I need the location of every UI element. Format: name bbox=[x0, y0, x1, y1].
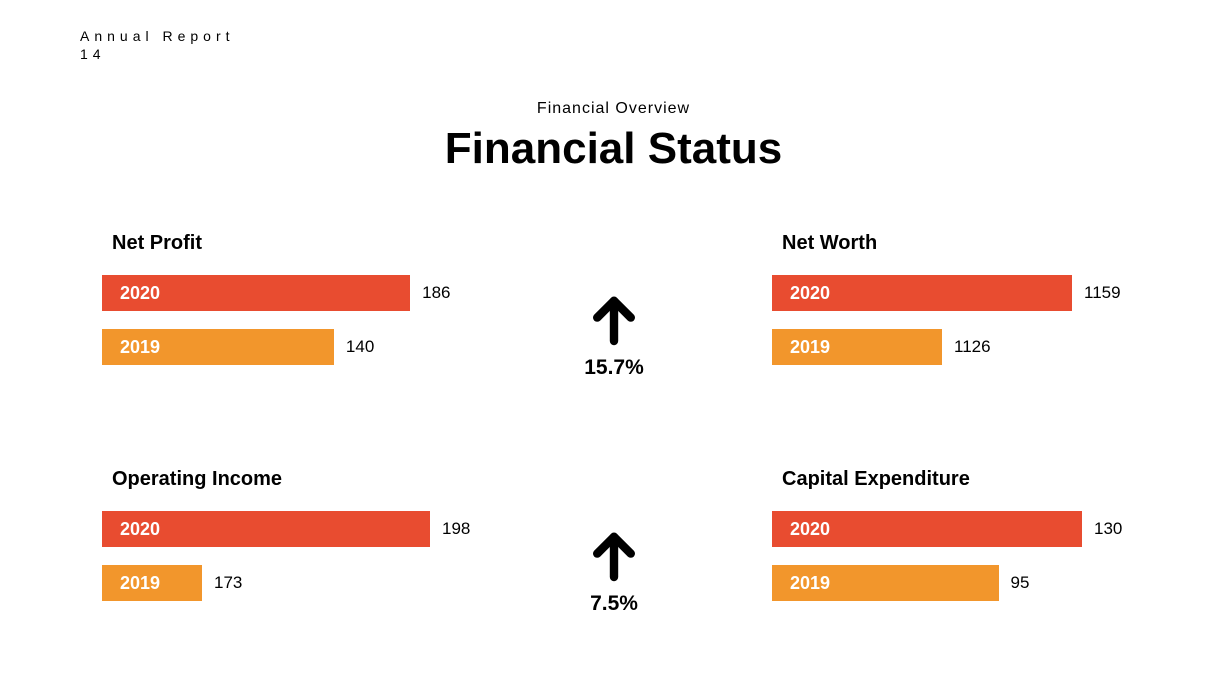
bar: 2020 bbox=[772, 275, 1072, 311]
percent-label: 15.7% bbox=[554, 356, 674, 380]
bar-row: 2019 173 bbox=[102, 565, 482, 601]
chart-title: Net Profit bbox=[112, 232, 482, 255]
bar-row: 2020 1159 bbox=[772, 275, 1152, 311]
bar-value: 130 bbox=[1094, 519, 1122, 539]
bar-value: 1126 bbox=[954, 337, 991, 357]
bar-value: 95 bbox=[1011, 573, 1030, 593]
header-center: Financial Overview Financial Status bbox=[0, 100, 1227, 174]
bar-value: 140 bbox=[346, 337, 374, 357]
bar-row: 2020 130 bbox=[772, 511, 1152, 547]
growth-indicator: 7.5% bbox=[554, 526, 674, 616]
chart-block: Net Profit 2020 186 2019 140 bbox=[102, 232, 482, 383]
bar-row: 2019 140 bbox=[102, 329, 482, 365]
bar: 2019 bbox=[102, 329, 334, 365]
chart-block: Net Worth 2020 1159 2019 1126 bbox=[772, 232, 1152, 383]
chart-block: Operating Income 2020 198 2019 173 bbox=[102, 468, 482, 619]
bar-row: 2020 186 bbox=[102, 275, 482, 311]
chart-title: Operating Income bbox=[112, 468, 482, 491]
main-title: Financial Status bbox=[0, 124, 1227, 174]
bar: 2019 bbox=[102, 565, 202, 601]
subtitle: Financial Overview bbox=[0, 100, 1227, 118]
annual-report-label: Annual Report bbox=[80, 28, 235, 44]
chart-title: Net Worth bbox=[782, 232, 1152, 255]
arrow-up-icon bbox=[554, 290, 674, 350]
bar: 2020 bbox=[102, 511, 430, 547]
arrow-up-icon bbox=[554, 526, 674, 586]
bar-value: 198 bbox=[442, 519, 470, 539]
percent-label: 7.5% bbox=[554, 592, 674, 616]
bar: 2019 bbox=[772, 565, 999, 601]
page-number: 14 bbox=[80, 46, 235, 62]
bar-value: 186 bbox=[422, 283, 450, 303]
bar-row: 2020 198 bbox=[102, 511, 482, 547]
chart-title: Capital Expenditure bbox=[782, 468, 1152, 491]
header-left: Annual Report 14 bbox=[80, 28, 235, 62]
growth-indicator: 15.7% bbox=[554, 290, 674, 380]
bar-row: 2019 1126 bbox=[772, 329, 1152, 365]
bar: 2020 bbox=[772, 511, 1082, 547]
bar: 2019 bbox=[772, 329, 942, 365]
chart-block: Capital Expenditure 2020 130 2019 95 bbox=[772, 468, 1152, 619]
bar-value: 173 bbox=[214, 573, 242, 593]
bar: 2020 bbox=[102, 275, 410, 311]
bar-row: 2019 95 bbox=[772, 565, 1152, 601]
bar-value: 1159 bbox=[1084, 283, 1121, 303]
